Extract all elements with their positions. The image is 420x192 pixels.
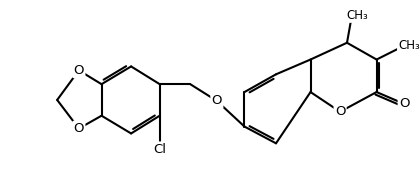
Text: O: O bbox=[335, 105, 345, 118]
Text: CH₃: CH₃ bbox=[398, 39, 420, 52]
Text: Cl: Cl bbox=[153, 143, 166, 156]
Text: O: O bbox=[399, 97, 410, 110]
Text: O: O bbox=[212, 94, 222, 108]
Text: CH₃: CH₃ bbox=[346, 9, 368, 22]
Text: O: O bbox=[74, 64, 84, 77]
Text: O: O bbox=[74, 122, 84, 135]
